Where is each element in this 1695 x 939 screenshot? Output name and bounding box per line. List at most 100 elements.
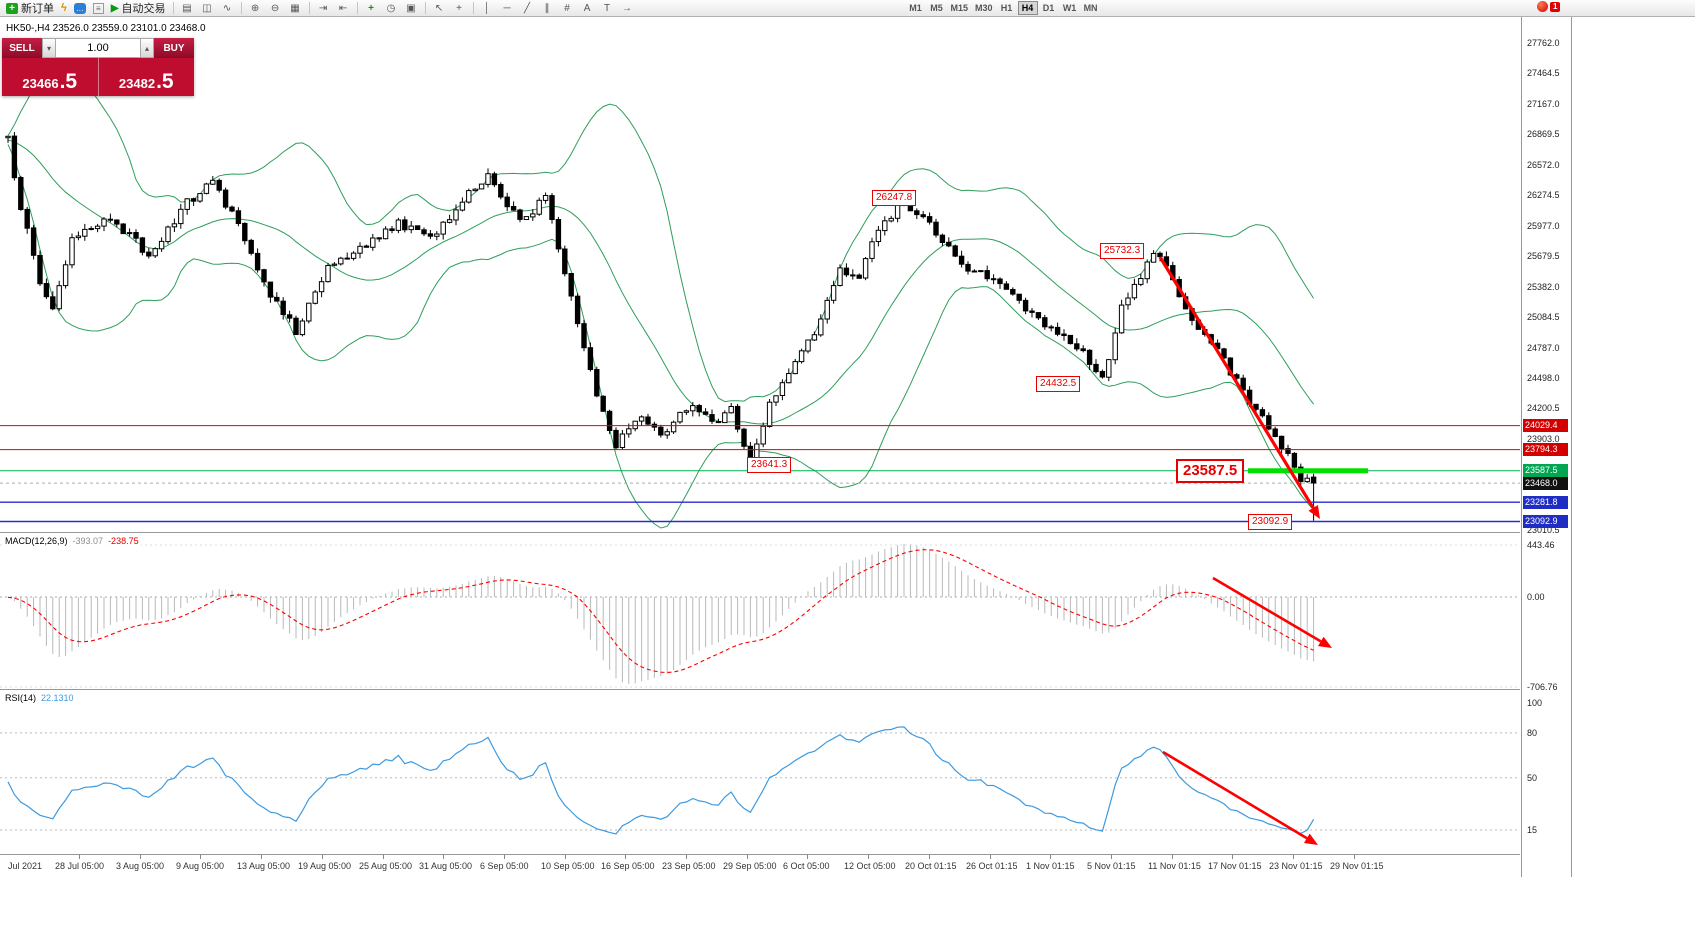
- alert-icon[interactable]: [1537, 1, 1548, 12]
- timeframe-w1-button[interactable]: W1: [1062, 3, 1077, 13]
- auto-scroll-button[interactable]: ⇥: [314, 1, 333, 16]
- line-chart-button[interactable]: ∿: [218, 1, 237, 16]
- volume-down-button[interactable]: ▾: [42, 38, 56, 58]
- templates-button[interactable]: ▣: [402, 1, 421, 16]
- auto-trading-button[interactable]: ▶ 自动交易: [108, 1, 169, 16]
- candlestick-chart-button[interactable]: ◫: [198, 1, 217, 16]
- time-axis-tick: [868, 855, 869, 859]
- time-axis-label: 19 Aug 05:00: [298, 861, 352, 871]
- time-axis-label: 3 Aug 05:00: [116, 861, 165, 871]
- timeframe-m1-button[interactable]: M1: [909, 3, 922, 13]
- bid-fraction-digits: .5: [59, 70, 78, 93]
- notification-badge: 1: [1550, 1, 1561, 12]
- horizontal-line-button[interactable]: ─: [498, 1, 517, 16]
- timeframe-m5-button[interactable]: M5: [930, 3, 943, 13]
- price-tick-label: 25084.5: [1527, 312, 1560, 322]
- price-tick-label: 27167.0: [1527, 99, 1560, 109]
- time-axis-tick: [747, 855, 748, 859]
- trendline-button[interactable]: ╱: [518, 1, 537, 16]
- bollinger-upper-band: [7, 58, 1315, 403]
- time-axis-label: 6 Sep 05:00: [480, 861, 529, 871]
- price-tag-23468.0: 23468.0: [1523, 477, 1568, 490]
- price-callout[interactable]: 24432.5: [1036, 376, 1081, 392]
- channel-button[interactable]: ∥: [538, 1, 557, 16]
- chart-annotations: 26247.8 25732.3 24432.5 23641.3 23587.5 23092…: [0, 17, 1520, 532]
- ask-price[interactable]: 23482 .5: [99, 58, 195, 96]
- time-axis-label: 17 Nov 01:15: [1208, 861, 1262, 871]
- candlestick-series[interactable]: [5, 132, 1317, 521]
- rsi-canvas[interactable]: [0, 691, 1520, 855]
- price-tick-label: 24787.0: [1527, 343, 1560, 353]
- zoom-out-button[interactable]: ⊖: [266, 1, 285, 16]
- time-axis-label: 26 Oct 01:15: [966, 861, 1018, 871]
- price-callout[interactable]: 26247.8: [872, 190, 917, 206]
- price-tick-label: 25679.5: [1527, 251, 1560, 261]
- cursor-button[interactable]: ↖: [430, 1, 449, 16]
- price-callout[interactable]: 23641.3: [747, 457, 792, 473]
- grid-button[interactable]: ▦: [286, 1, 305, 16]
- timeframe-m15-button[interactable]: M15: [950, 3, 969, 13]
- price-axis[interactable]: 27762.0 27464.5 27167.0 26869.5 26572.0 26274…: [1521, 17, 1571, 877]
- notification-area: 1: [1537, 1, 1561, 12]
- price-callout[interactable]: 23587.5: [1176, 459, 1245, 483]
- time-axis-label: Jul 2021: [8, 861, 43, 871]
- lightning-icon[interactable]: ϟ: [58, 1, 70, 16]
- sell-button[interactable]: SELL: [2, 38, 42, 58]
- chart-shift-icon: ⇤: [338, 2, 348, 14]
- line-chart-icon: ∿: [222, 2, 232, 14]
- ask-fraction-digits: .5: [156, 70, 174, 93]
- volume-up-button[interactable]: ▴: [140, 38, 154, 58]
- fibonacci-button[interactable]: #: [558, 1, 577, 16]
- crosshair-button[interactable]: +: [450, 1, 469, 16]
- add-indicator-icon: +: [368, 2, 374, 14]
- bid-ask-divider: [97, 58, 99, 96]
- new-order-button[interactable]: + 新订单: [3, 1, 57, 16]
- price-tick-label: 23903.0: [1527, 434, 1560, 444]
- price-callout[interactable]: 23092.9: [1248, 514, 1293, 530]
- trend-arrow[interactable]: [1158, 256, 1320, 519]
- chat-icon[interactable]: …: [71, 1, 89, 16]
- trendline-icon: ╱: [524, 2, 531, 14]
- new-order-icon: +: [6, 2, 18, 14]
- vertical-line-button[interactable]: │: [478, 1, 497, 16]
- text-button[interactable]: A: [578, 1, 597, 16]
- buy-button[interactable]: BUY: [154, 38, 194, 58]
- arrows-button[interactable]: →: [618, 1, 637, 16]
- timeframe-h4-button[interactable]: H4: [1017, 1, 1038, 15]
- zoom-in-button[interactable]: ⊕: [246, 1, 265, 16]
- time-axis-label: 5 Nov 01:15: [1087, 861, 1136, 871]
- macd-canvas[interactable]: [0, 534, 1520, 690]
- trend-arrow[interactable]: [1162, 750, 1318, 845]
- chat-icon: …: [73, 2, 86, 14]
- label-button[interactable]: T: [598, 1, 617, 16]
- timeframe-h1-button[interactable]: H1: [1000, 3, 1013, 13]
- volume-input[interactable]: [56, 38, 140, 58]
- time-axis[interactable]: Jul 2021 28 Jul 05:00 3 Aug 05:00 9 Aug 05:…: [0, 855, 1520, 877]
- main-chart-canvas[interactable]: [0, 17, 1520, 533]
- main-toolbar: + 新订单 ϟ… ≡ ▶ 自动交易 ▤ ◫ ∿ ⊕ ⊖ ▦ ⇥ ⇤ + ◷ ▣ ↖ + │ ─ ╱ ∥ # A T → M1 M5 M15…: [0, 0, 1695, 17]
- chart-shift-button[interactable]: ⇤: [334, 1, 353, 16]
- time-axis-label: 23 Nov 01:15: [1269, 861, 1323, 871]
- fibonacci-icon: #: [564, 2, 570, 14]
- rsi-value: 22.1310: [41, 693, 74, 703]
- rsi-axis-label: 80: [1527, 728, 1538, 738]
- price-tick-label: 27464.5: [1527, 68, 1560, 78]
- price-chart-panel[interactable]: 26247.8 25732.3 24432.5 23641.3 23587.5 23092…: [0, 17, 1520, 533]
- add-indicator-button[interactable]: +: [362, 1, 381, 16]
- trend-arrow[interactable]: [1212, 576, 1332, 648]
- rsi-line: [7, 726, 1315, 835]
- time-axis-tick: [1050, 855, 1051, 859]
- rsi-name: RSI(14): [5, 693, 37, 703]
- timeframe-d1-button[interactable]: D1: [1042, 3, 1055, 13]
- timeframe-m30-button[interactable]: M30: [975, 3, 993, 13]
- rsi-panel[interactable]: RSI(14) 22.1310: [0, 691, 1520, 855]
- bar-chart-button[interactable]: ▤: [178, 1, 197, 16]
- price-callout[interactable]: 25732.3: [1100, 243, 1145, 259]
- price-tag-24029.4: 24029.4: [1523, 419, 1568, 432]
- news-icon[interactable]: ≡: [90, 1, 107, 16]
- vertical-line-icon: │: [483, 2, 491, 14]
- macd-panel[interactable]: MACD(12,26,9) -393.07 -238.75: [0, 534, 1520, 690]
- bid-price[interactable]: 23466 .5: [2, 58, 98, 96]
- periods-button[interactable]: ◷: [382, 1, 401, 16]
- timeframe-mn-button[interactable]: MN: [1083, 3, 1098, 13]
